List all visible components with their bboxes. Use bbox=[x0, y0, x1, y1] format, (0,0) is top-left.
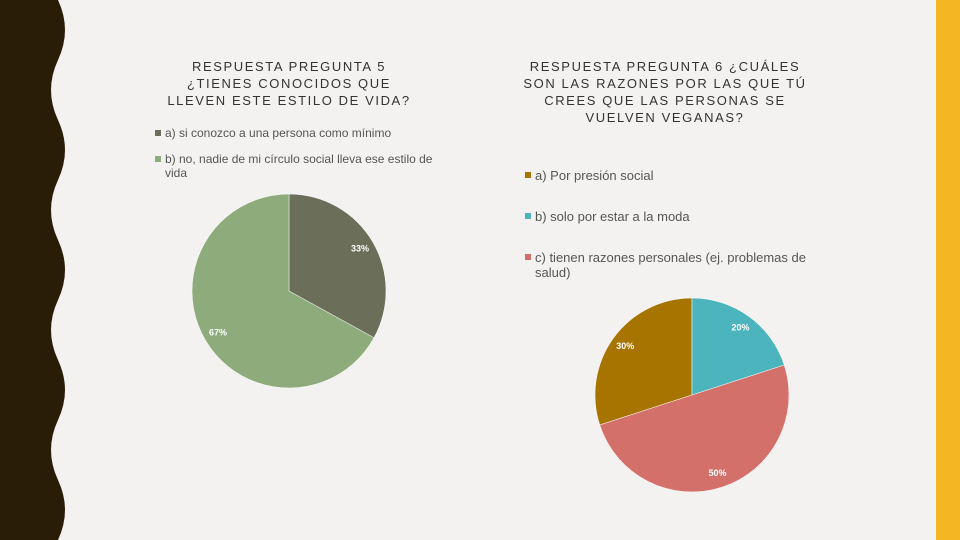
pie-slice bbox=[288, 193, 387, 339]
chart-title: RESPUESTA PREGUNTA 6 ¿CUÁLES SON LAS RAZ… bbox=[523, 59, 807, 125]
pie-slice bbox=[691, 297, 785, 396]
legend-item: b) solo por estar a la moda bbox=[525, 209, 815, 224]
chart-title: RESPUESTA PREGUNTA 5 ¿TIENES CONOCIDOS Q… bbox=[167, 59, 411, 108]
legend-item: b) no, nadie de mi círculo social lleva … bbox=[155, 152, 440, 180]
legend-swatch bbox=[525, 254, 531, 260]
data-label: 30% bbox=[616, 341, 634, 351]
legend-swatch bbox=[155, 156, 161, 162]
legend-swatch bbox=[525, 213, 531, 219]
legend-swatch bbox=[155, 130, 161, 136]
right-bar bbox=[936, 0, 960, 540]
pie-slice bbox=[191, 193, 375, 389]
pie-slice bbox=[594, 297, 693, 426]
legend-item: a) Por presión social bbox=[525, 168, 815, 183]
data-label: 20% bbox=[731, 323, 749, 333]
left-border bbox=[0, 0, 65, 540]
legend-label: a) si conozco a una persona como mínimo bbox=[165, 126, 392, 140]
pie-slice bbox=[599, 364, 790, 493]
data-label: 50% bbox=[708, 468, 726, 478]
data-label: 33% bbox=[351, 243, 369, 253]
legend-item: c) tienen razones personales (ej. proble… bbox=[525, 250, 815, 280]
data-label: 67% bbox=[209, 327, 227, 337]
legend-label: b) no, nadie de mi círculo social lleva … bbox=[165, 152, 433, 180]
legend-label: a) Por presión social bbox=[535, 168, 654, 183]
legend-swatch bbox=[525, 172, 531, 178]
legend-label: b) solo por estar a la moda bbox=[535, 209, 690, 224]
legend-item: a) si conozco a una persona como mínimo bbox=[155, 126, 440, 140]
legend-label: c) tienen razones personales (ej. proble… bbox=[535, 250, 806, 280]
